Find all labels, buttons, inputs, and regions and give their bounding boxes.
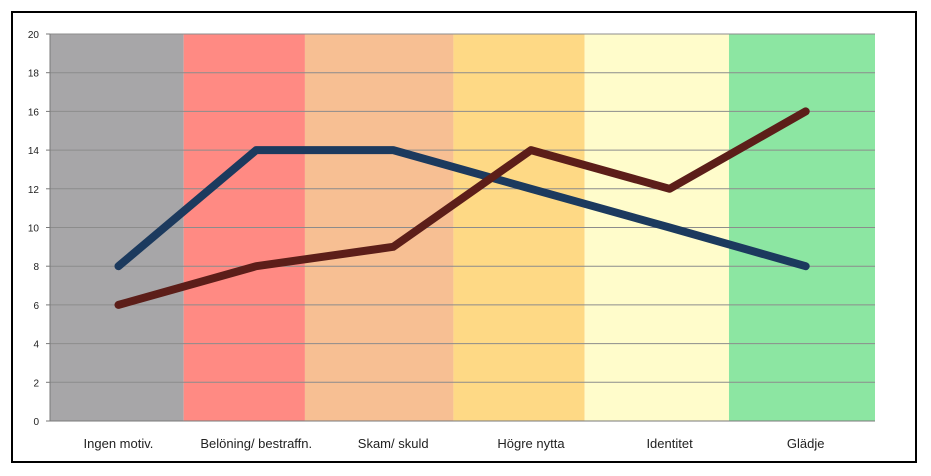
y-tick-label: 10: [28, 224, 40, 235]
series-2-point: [255, 265, 257, 267]
x-tick-label: Ingen motiv.: [84, 436, 154, 451]
series-lines: [114, 107, 810, 309]
series-2-point: [392, 246, 394, 248]
y-tick-label: 0: [33, 417, 39, 428]
series-1-point: [805, 265, 807, 267]
y-axis-tick-labels: 0 2 4 6 8 10 12 14 16 18 20: [28, 30, 40, 428]
y-tick-label: 20: [28, 30, 40, 41]
series-2-point: [530, 149, 532, 151]
series-2-line: [114, 107, 810, 309]
series-1-point: [669, 227, 671, 228]
chart-frame: 0 2 4 6 8 10 12 14 16 18 20 Ingen motiv. Belöning/ …: [11, 11, 917, 463]
y-tick-label: 8: [33, 262, 39, 273]
y-tick-label: 2: [33, 378, 39, 389]
y-tick-label: 6: [33, 301, 39, 312]
axes: [46, 33, 875, 422]
x-tick-label: Högre nytta: [497, 436, 565, 451]
gridlines: [50, 33, 875, 383]
series-2-point: [669, 188, 671, 190]
series-1-point: [392, 149, 394, 151]
line-chart: 0 2 4 6 8 10 12 14 16 18 20 Ingen motiv. Belöning/ …: [28, 30, 875, 451]
x-tick-label: Identitet: [646, 436, 693, 451]
series-1-point: [255, 149, 257, 151]
y-tick-label: 12: [28, 185, 40, 196]
x-axis-tick-labels: Ingen motiv. Belöning/ bestraffn. Skam/ sk…: [84, 436, 825, 451]
y-tick-label: 4: [33, 340, 39, 351]
x-tick-label: Glädje: [787, 436, 825, 451]
y-tick-label: 14: [28, 146, 40, 157]
series-2-point: [117, 304, 119, 306]
x-tick-label: Skam/ skuld: [358, 436, 429, 451]
series-1-point: [117, 265, 119, 267]
series-1-point: [530, 188, 532, 190]
y-tick-label: 16: [28, 107, 40, 118]
series-1-line: [114, 146, 810, 271]
x-tick-label: Belöning/ bestraffn.: [200, 436, 312, 451]
y-tick-label: 18: [28, 69, 40, 80]
series-2-point: [805, 110, 807, 112]
